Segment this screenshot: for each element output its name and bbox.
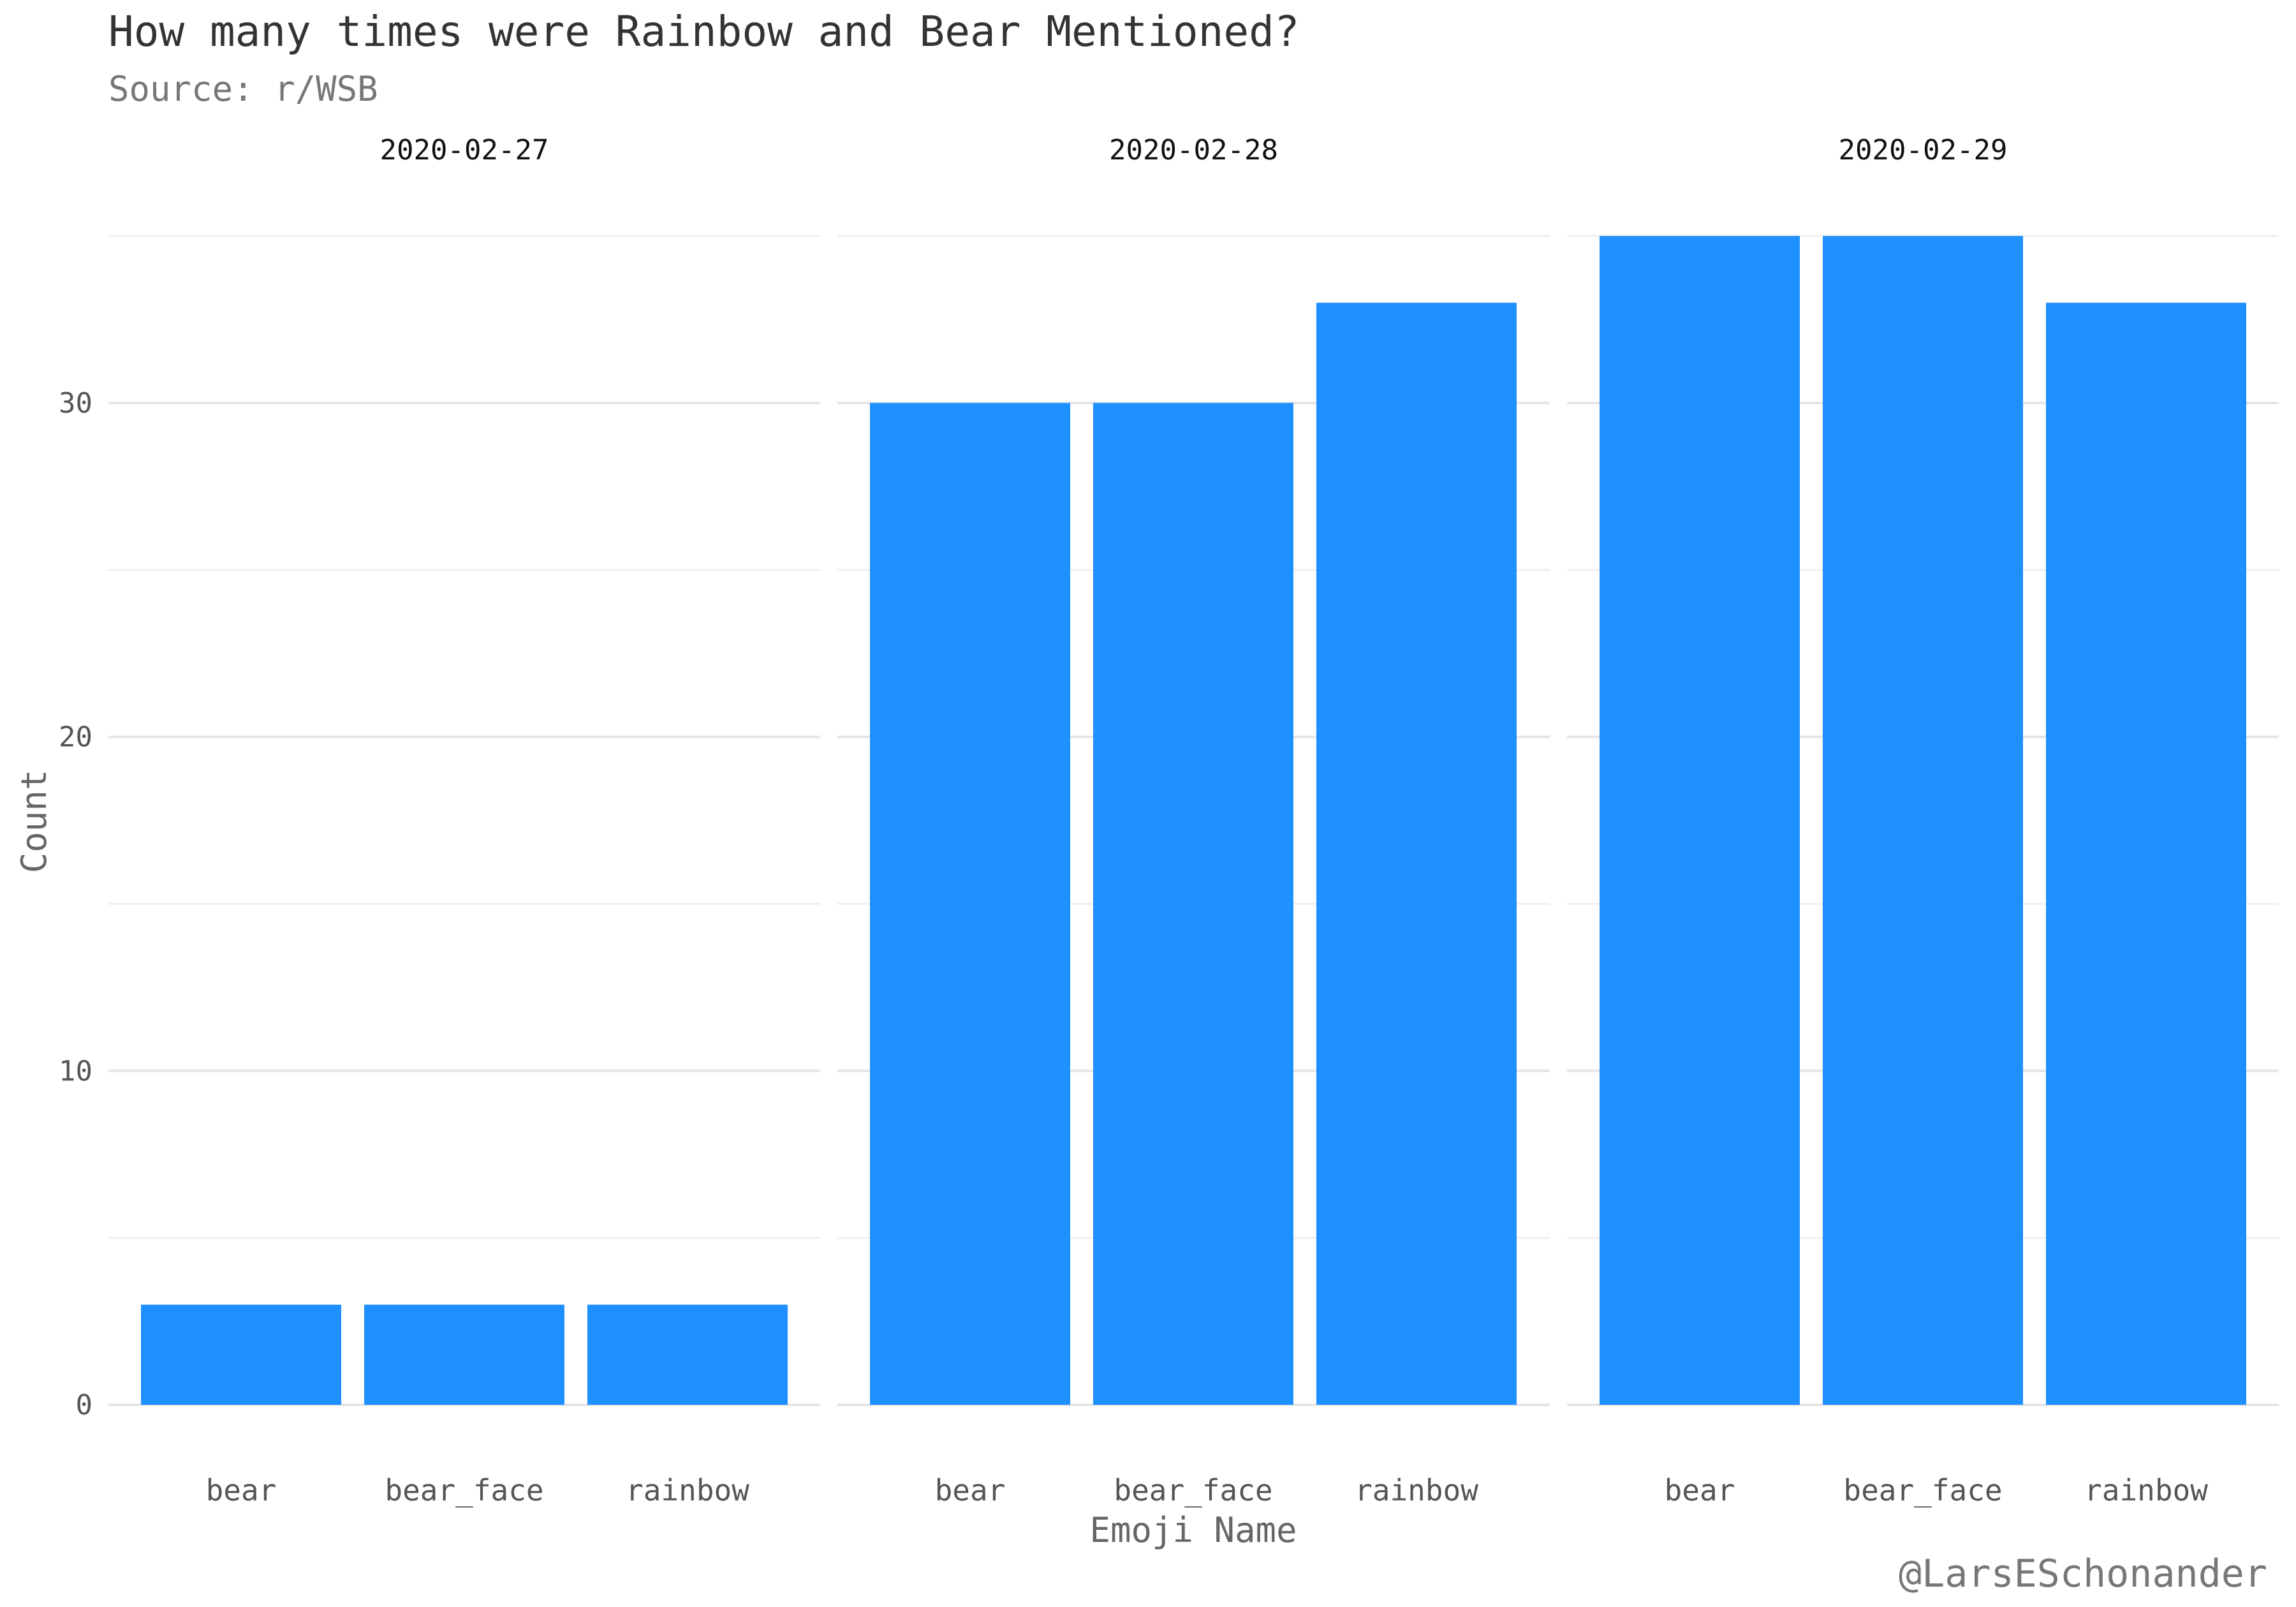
x-tick-label: rainbow — [1355, 1473, 1478, 1508]
x-axis-label: Emoji Name — [1089, 1510, 1297, 1550]
facet-label: 2020-02-29 — [1839, 134, 2008, 166]
facet-label: 2020-02-28 — [1109, 134, 1278, 166]
y-tick-label: 10 — [59, 1055, 92, 1087]
y-tick-label: 0 — [76, 1389, 93, 1421]
bars — [141, 236, 2246, 1405]
chart-caption: @LarsESchonander — [1899, 1552, 2267, 1596]
x-tick-label: rainbow — [626, 1473, 749, 1508]
bar — [1093, 402, 1293, 1405]
facet-label: 2020-02-27 — [380, 134, 549, 166]
bar — [364, 1304, 564, 1405]
bar — [1316, 302, 1517, 1405]
chart-title: How many times were Rainbow and Bear Men… — [108, 7, 1300, 56]
bar — [141, 1304, 341, 1405]
y-tick-label: 20 — [59, 721, 92, 754]
facet-strips: 2020-02-27 2020-02-28 2020-02-29 — [380, 134, 2008, 166]
x-tick-label: bear_face — [385, 1473, 543, 1508]
x-tick-label: bear — [206, 1473, 277, 1508]
x-axis-ticks: bear bear_face rainbow bear bear_face rainbow… — [206, 1473, 2209, 1508]
bar — [1600, 236, 1800, 1405]
bar — [870, 402, 1070, 1405]
chart-subtitle: Source: r/WSB — [108, 69, 378, 109]
x-tick-label: rainbow — [2084, 1473, 2208, 1508]
y-tick-label: 30 — [59, 387, 92, 420]
x-tick-label: bear_face — [1114, 1473, 1272, 1508]
bar — [1823, 236, 2023, 1405]
y-axis-ticks: 0 10 20 30 — [59, 387, 92, 1421]
x-tick-label: bear_face — [1843, 1473, 2002, 1508]
x-tick-label: bear — [935, 1473, 1006, 1508]
y-axis-label: Count — [14, 770, 54, 874]
bar — [587, 1304, 788, 1405]
bar — [2046, 302, 2246, 1405]
x-tick-label: bear — [1665, 1473, 1735, 1508]
